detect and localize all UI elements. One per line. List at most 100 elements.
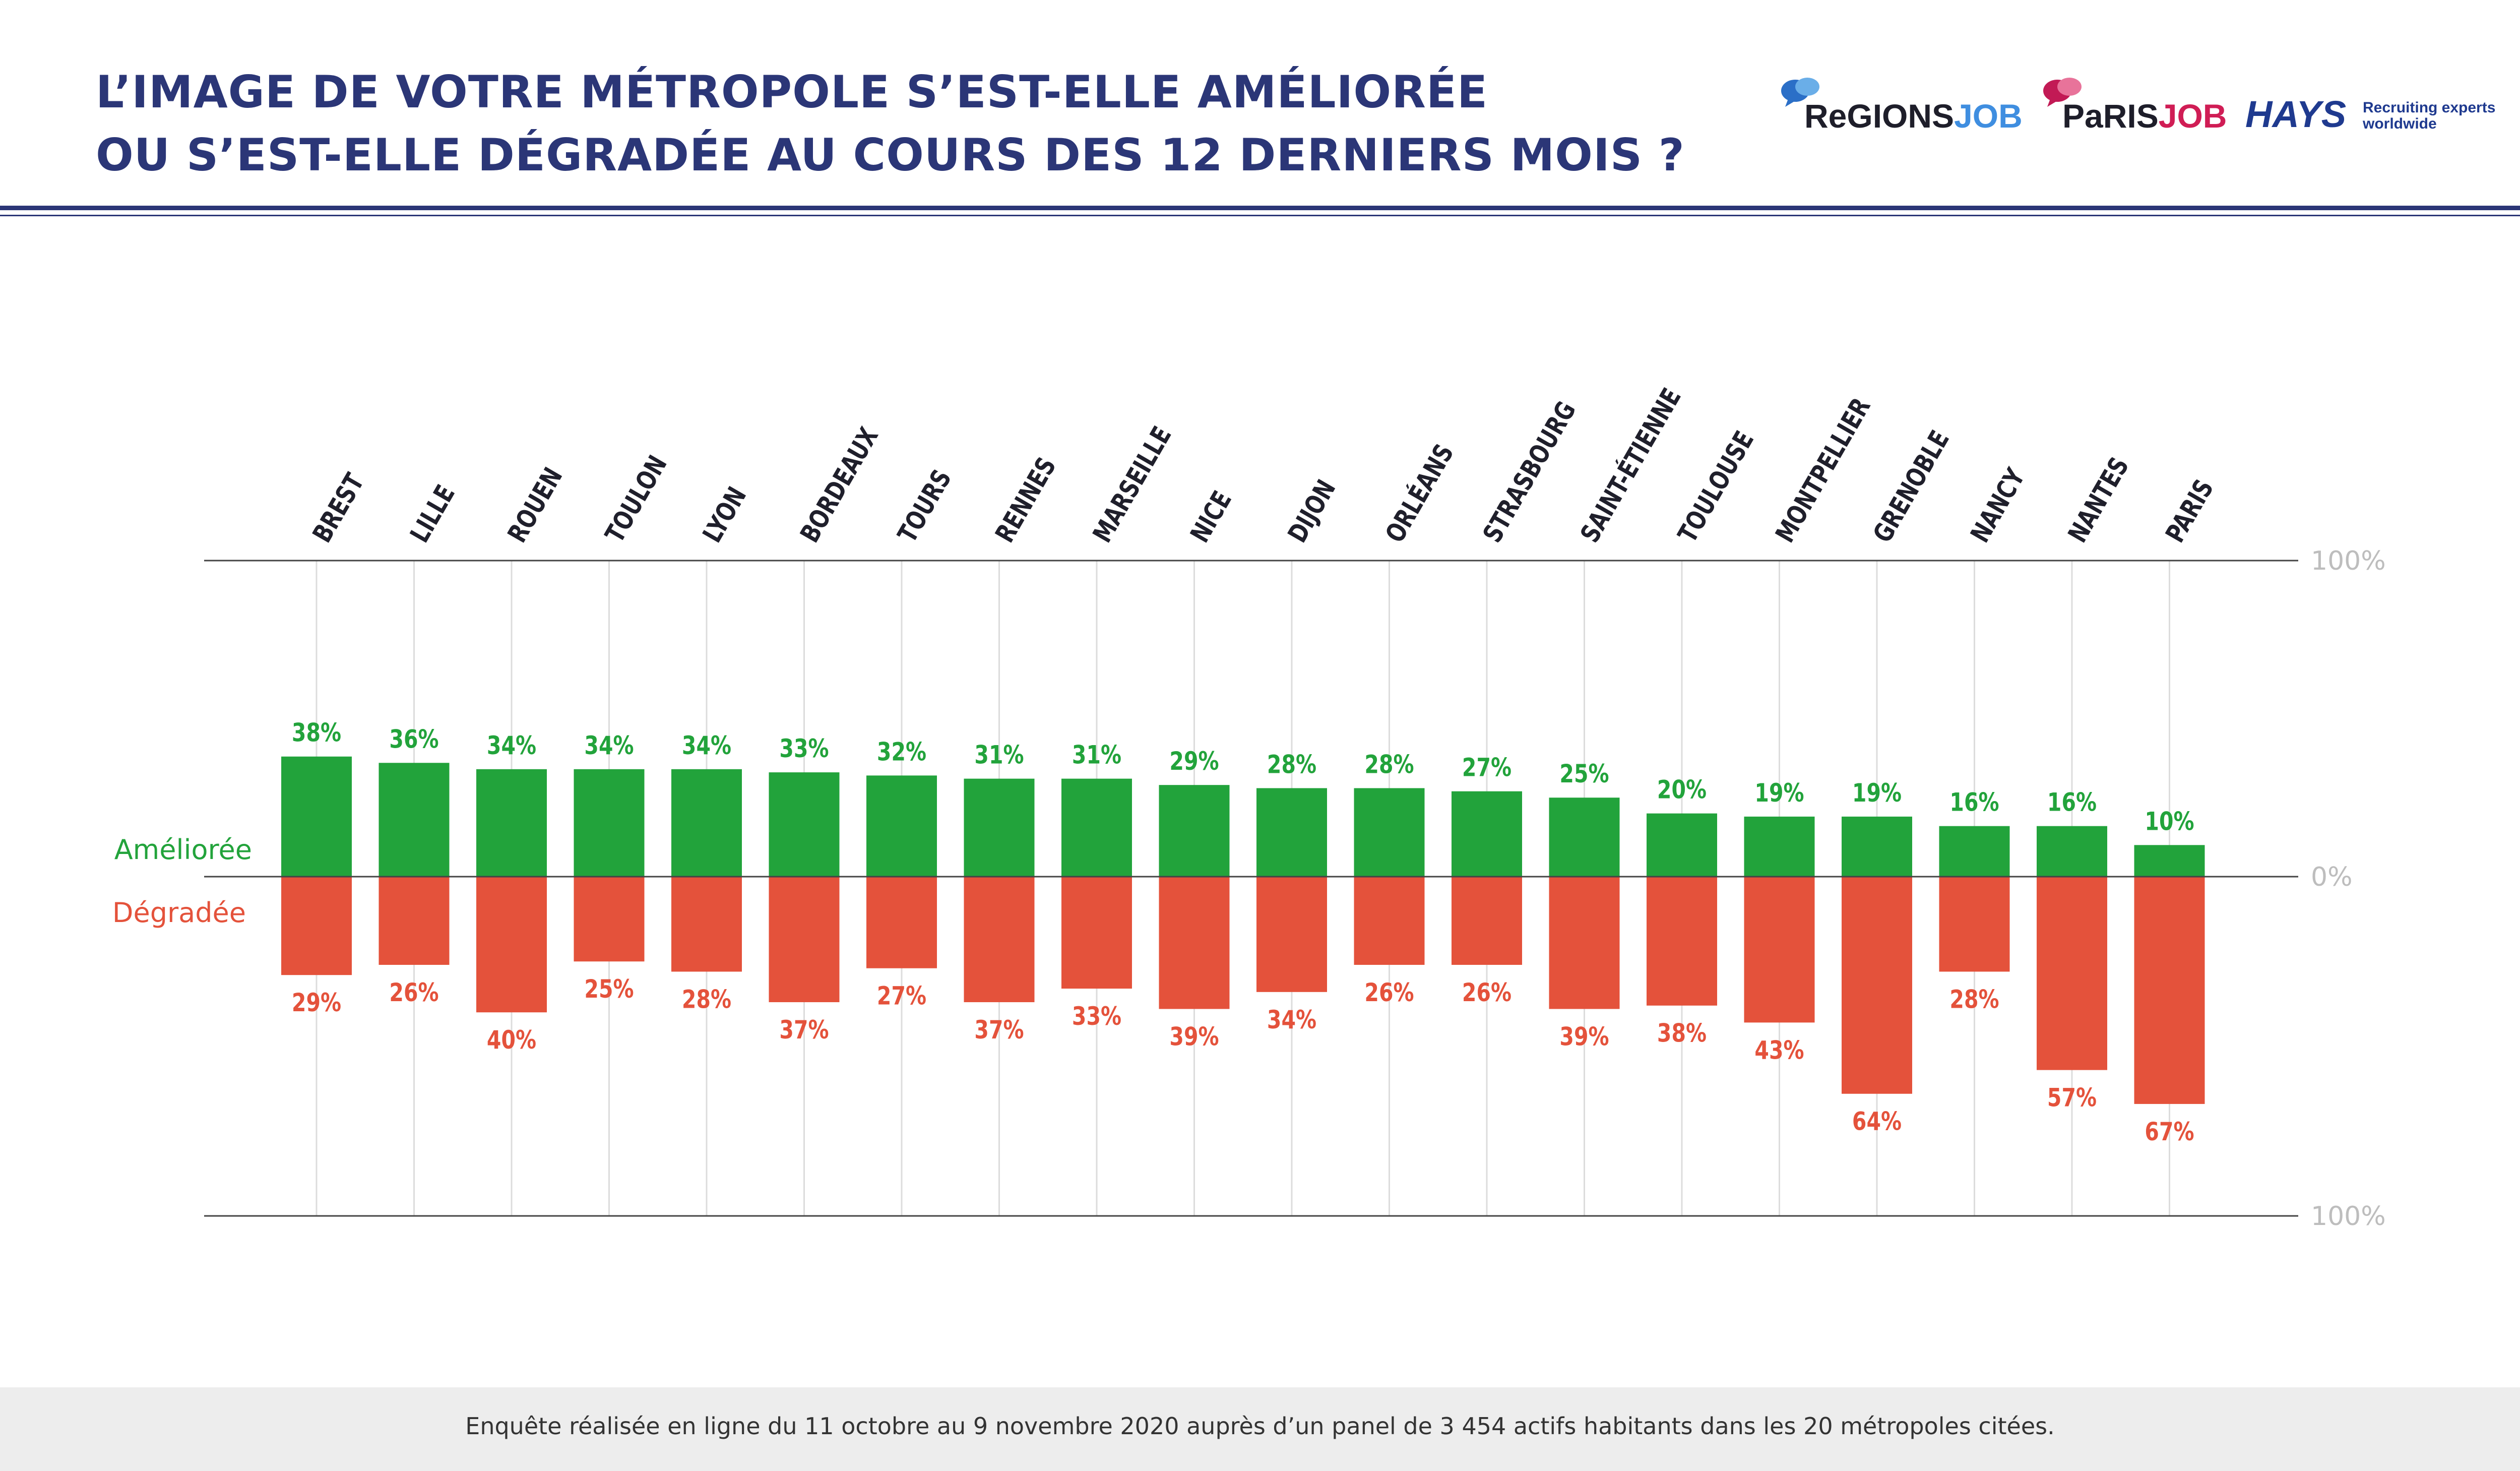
bar-improved <box>281 756 352 877</box>
category-label: BREST <box>306 468 370 547</box>
value-label-improved: 25% <box>1559 759 1609 788</box>
category-label: RENNES <box>989 452 1062 547</box>
category-label: ROUEN <box>501 462 568 547</box>
title-line-2: OU S’EST-ELLE DÉGRADÉE AU COURS DES 12 D… <box>96 129 1685 181</box>
value-label-degraded: 37% <box>779 1015 829 1045</box>
bar-degraded <box>1842 877 1912 1094</box>
value-label-degraded: 27% <box>877 982 926 1011</box>
value-label-degraded: 33% <box>1072 1002 1121 1031</box>
bar-improved <box>671 769 742 877</box>
value-label-improved: 36% <box>389 724 438 754</box>
header-rule-thin <box>0 215 2520 216</box>
bar-degraded <box>1647 877 1717 1006</box>
hays-tagline-1: Recruiting experts <box>2363 99 2496 116</box>
value-label-degraded: 25% <box>584 974 634 1004</box>
hays-logo: HAYS <box>2245 93 2347 135</box>
bar-improved <box>1842 816 1912 877</box>
bar-improved <box>1061 778 1132 877</box>
bar-improved <box>769 772 840 877</box>
value-label-improved: 19% <box>1852 778 1902 808</box>
value-label-improved: 20% <box>1657 775 1707 805</box>
value-label-improved: 27% <box>1462 753 1511 782</box>
category-label: BORDEAUX <box>794 422 884 547</box>
value-label-degraded: 38% <box>1657 1019 1707 1048</box>
bar-degraded <box>379 877 450 965</box>
bar-improved <box>1256 788 1327 877</box>
category-label: NANTES <box>2062 452 2134 547</box>
category-label: MONTPELLIER <box>1770 393 1876 547</box>
value-label-improved: 16% <box>1949 788 1999 817</box>
footer: Enquête réalisée en ligne du 11 octobre … <box>0 1387 2520 1471</box>
bar-degraded <box>1939 877 2010 972</box>
bar-degraded <box>671 877 742 972</box>
value-label-degraded: 28% <box>1949 985 1999 1014</box>
category-label: LYON <box>697 482 752 547</box>
bar-degraded <box>1744 877 1815 1023</box>
parisjob-bubble-icon <box>2043 78 2082 107</box>
bar-degraded <box>1159 877 1230 1009</box>
category-label: STRASBOURG <box>1477 396 1582 547</box>
bar-improved <box>379 763 450 877</box>
value-label-degraded: 28% <box>682 985 731 1014</box>
tick-label-zero: 0% <box>2311 862 2353 892</box>
category-label: PARIS <box>2160 474 2220 547</box>
hays-tagline-2: worldwide <box>2363 115 2437 132</box>
value-label-degraded: 26% <box>1364 978 1414 1007</box>
bar-improved <box>574 769 645 877</box>
bar-degraded <box>574 877 645 962</box>
value-label-degraded: 26% <box>389 978 438 1007</box>
value-label-degraded: 64% <box>1852 1107 1902 1136</box>
bar-improved <box>1354 788 1425 877</box>
value-label-improved: 28% <box>1267 750 1316 779</box>
tick-label-top: 100% <box>2311 546 2386 576</box>
sponsor-logos: ReGIONSJOB PaRISJOB HAYS Recruiting expe… <box>1774 66 2510 146</box>
bar-degraded <box>281 877 352 975</box>
value-label-improved: 28% <box>1364 750 1414 779</box>
bar-improved <box>1549 798 1620 877</box>
value-label-improved: 34% <box>487 731 536 760</box>
legend-improved: Améliorée <box>114 834 252 866</box>
bar-degraded <box>1549 877 1620 1009</box>
category-label: TOULON <box>599 450 673 547</box>
bar-improved <box>2037 826 2107 877</box>
category-label: ORLÉANS <box>1379 439 1460 547</box>
bar-degraded <box>1354 877 1425 965</box>
category-label: GRENOBLE <box>1867 425 1955 547</box>
bar-degraded <box>2037 877 2107 1070</box>
bar-improved <box>476 769 547 877</box>
bar-degraded <box>1256 877 1327 992</box>
value-label-improved: 32% <box>877 737 926 766</box>
value-label-improved: 34% <box>584 731 634 760</box>
bar-degraded <box>2134 877 2205 1104</box>
value-label-degraded: 26% <box>1462 978 1511 1007</box>
bar-improved <box>1744 816 1815 877</box>
bar-improved <box>964 778 1035 877</box>
value-label-improved: 31% <box>1072 741 1121 770</box>
title-line-1: L’IMAGE DE VOTRE MÉTROPOLE S’EST-ELLE AM… <box>96 66 1488 118</box>
regionsjob-logo: ReGIONSJOB <box>1804 97 2023 135</box>
bar-degraded <box>866 877 937 968</box>
value-label-improved: 10% <box>2145 807 2194 836</box>
value-label-degraded: 34% <box>1267 1005 1316 1034</box>
bar-degraded <box>1452 877 1522 965</box>
category-label: MARSEILLE <box>1087 421 1177 547</box>
value-label-degraded: 43% <box>1754 1035 1804 1065</box>
page-title: L’IMAGE DE VOTRE MÉTROPOLE S’EST-ELLE AM… <box>96 60 1685 187</box>
category-label: LILLE <box>404 480 461 547</box>
value-label-degraded: 39% <box>1169 1022 1219 1052</box>
bar-degraded <box>964 877 1035 1003</box>
value-label-degraded: 40% <box>487 1025 536 1055</box>
regionsjob-bubble-icon <box>1781 78 1819 107</box>
value-label-improved: 33% <box>779 734 829 763</box>
bar-improved <box>1939 826 2010 877</box>
category-label: SAINT-ÉTIENNE <box>1574 383 1687 547</box>
value-label-degraded: 37% <box>974 1015 1024 1045</box>
value-label-degraded: 29% <box>292 988 341 1017</box>
bar-improved <box>866 775 937 877</box>
parisjob-logo: PaRISJOB <box>2062 97 2227 135</box>
value-label-improved: 31% <box>974 741 1024 770</box>
value-label-improved: 38% <box>292 718 341 748</box>
bar-degraded <box>769 877 840 1003</box>
bar-chart: 100% 0% 100% 38% 29% 36% 26% 34% 40% 34% 25% 34% 28%… <box>112 383 2386 1232</box>
bar-improved <box>1452 791 1522 877</box>
